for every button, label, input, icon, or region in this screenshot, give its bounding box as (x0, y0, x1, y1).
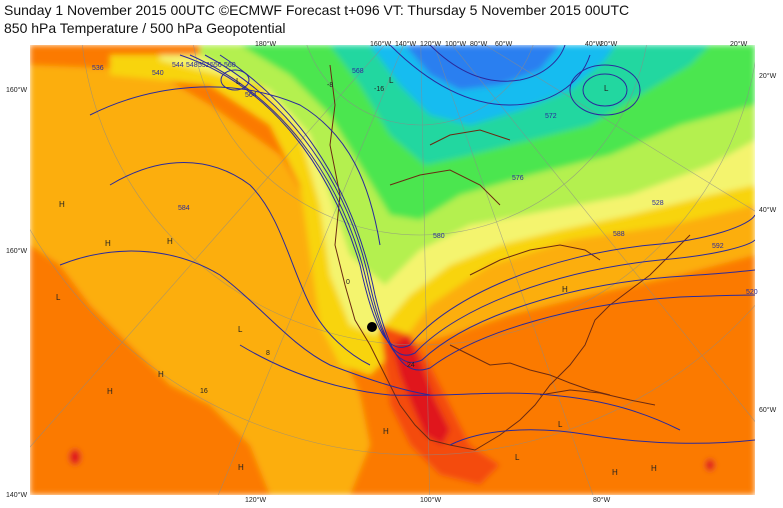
low-pressure-center: L (238, 325, 243, 334)
shade-orange-yellow-west (30, 65, 370, 495)
geopotential-label: 556 (210, 62, 222, 69)
axis-label-right: 60°W (759, 407, 777, 414)
low-pressure-center: L (604, 84, 609, 93)
axis-label-top: 140°W (395, 41, 417, 48)
low-pressure-center: L (558, 420, 563, 429)
high-pressure-center: H (107, 387, 113, 396)
geopotential-label: 548 (186, 62, 198, 69)
axis-label-left: 160°W (6, 248, 28, 255)
axis-label-left: 140°W (6, 492, 28, 499)
coastlines (329, 64, 691, 451)
shade-red-spot-west (69, 449, 81, 465)
high-pressure-center: H (158, 370, 164, 379)
axis-label-top: 60°W (495, 41, 513, 48)
geopotential-label: 564 (245, 92, 257, 99)
temperature-label: -8 (327, 82, 334, 89)
location-marker (367, 322, 377, 332)
temperature-label: 0 (346, 279, 350, 286)
map-title: Sunday 1 November 2015 00UTC ©ECMWF Fore… (4, 2, 630, 18)
geopotential-label: 560 (224, 62, 236, 69)
axis-label-right: 40°W (759, 207, 777, 214)
geopotential-label: 588 (613, 231, 625, 238)
axis-label-left: 160°W (6, 87, 28, 94)
axis-label-top: 160°W (370, 41, 392, 48)
high-pressure-center: H (383, 427, 389, 436)
forecast-map (30, 45, 755, 495)
geopotential-label: 568 (352, 68, 364, 75)
axis-label-top: 80°W (470, 41, 488, 48)
high-pressure-center: H (562, 285, 568, 294)
geopotential-contours (59, 45, 755, 446)
low-pressure-center: L (515, 453, 520, 462)
axis-label-bottom: 120°W (245, 497, 267, 504)
geopotential-label: 528 (652, 200, 664, 207)
high-pressure-center: H (59, 200, 65, 209)
axis-label-top: 180°W (255, 41, 277, 48)
map-subtitle: 850 hPa Temperature / 500 hPa Geopotenti… (4, 20, 286, 36)
high-pressure-center: H (105, 239, 111, 248)
geopotential-label: 592 (712, 243, 724, 250)
axis-label-top: 100°W (445, 41, 467, 48)
geopotential-label: 572 (545, 113, 557, 120)
high-pressure-center: H (651, 464, 657, 473)
axis-label-top: 20°W (730, 41, 748, 48)
shade-blue (405, 45, 560, 90)
geopotential-label: 520 (746, 289, 758, 296)
temperature-label: 24 (407, 362, 415, 369)
geopotential-label: 584 (178, 205, 190, 212)
geopotential-label: 536 (92, 65, 104, 72)
axis-label-top: 120°W (420, 41, 442, 48)
axis-label-bottom: 100°W (420, 497, 442, 504)
geopotential-label: 544 (172, 62, 184, 69)
geopotential-label: 540 (152, 70, 164, 77)
temperature-label: 8 (266, 350, 270, 357)
high-pressure-center: H (167, 237, 173, 246)
low-pressure-center: L (389, 76, 394, 85)
geopotential-label: 552 (198, 62, 210, 69)
axis-label-top: 40°W (585, 41, 603, 48)
low-pressure-center: L (56, 293, 61, 302)
shade-deep-red (392, 335, 450, 445)
high-pressure-center: H (238, 463, 244, 472)
axis-label-top: 20°W (600, 41, 618, 48)
shade-red-spot-east (705, 459, 715, 471)
temperature-shading (30, 45, 755, 495)
low-pressure-center: L (236, 77, 241, 86)
high-pressure-center: H (612, 468, 618, 477)
axis-label-bottom: 80°W (593, 497, 611, 504)
axis-label-right: 20°W (759, 73, 777, 80)
temperature-label: -16 (374, 86, 385, 93)
temperature-label: 16 (200, 388, 208, 395)
geopotential-label: 576 (512, 175, 524, 182)
geopotential-label: 580 (433, 233, 445, 240)
